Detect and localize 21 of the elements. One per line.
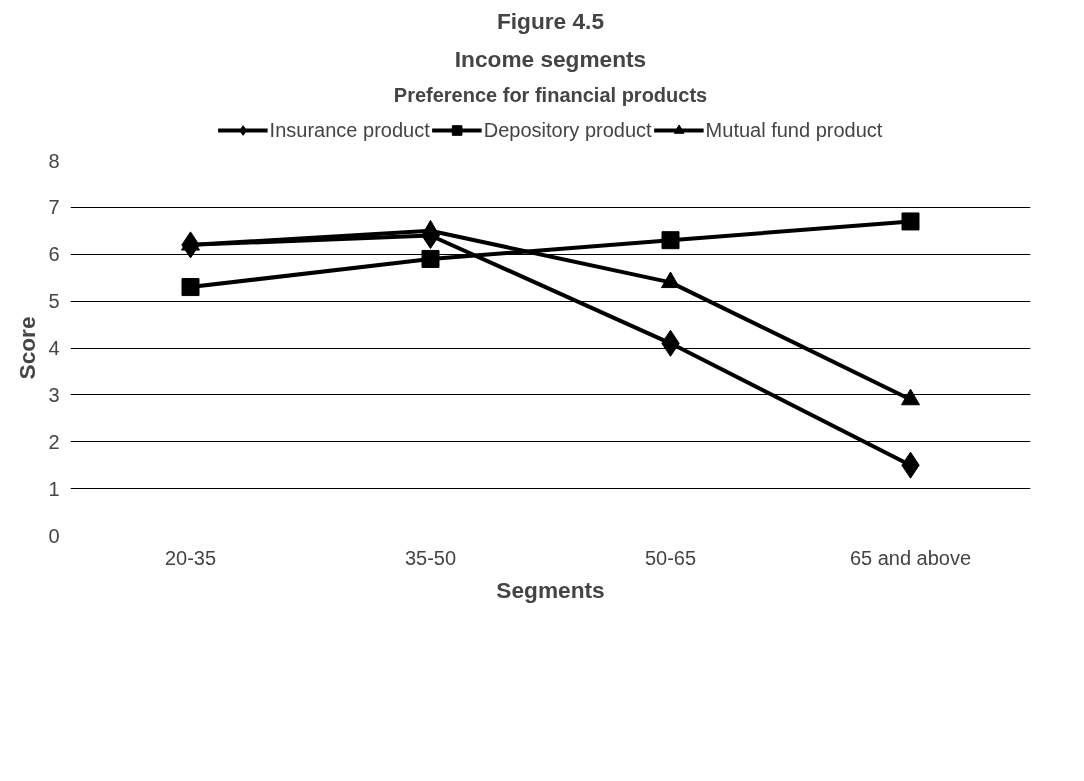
- y-tick-label: 4: [48, 337, 60, 359]
- y-tick-label: 3: [48, 383, 60, 406]
- y-axis-title: Score: [14, 316, 41, 380]
- y-tick-label: 7: [48, 196, 60, 219]
- legend-label: Depository product: [483, 118, 652, 142]
- x-tick-label: 50-65: [644, 546, 697, 569]
- legend-label: Insurance product: [269, 118, 430, 142]
- text: Preference for financial products: [393, 83, 708, 106]
- y-tick-label: 6: [48, 243, 60, 266]
- x-tick-label: 65 and above: [849, 546, 972, 569]
- x-axis-title: Segments: [496, 576, 605, 603]
- x-tick-label: 35-50: [404, 546, 457, 569]
- y-tick-label: 8: [48, 149, 60, 172]
- y-tick-label: 5: [48, 290, 60, 313]
- y-tick-label: 0: [48, 524, 60, 547]
- y-tick-label: 2: [48, 430, 60, 453]
- legend-label: Mutual fund product: [705, 118, 883, 142]
- chart-subtitle: Income segments: [454, 45, 647, 72]
- chart-title: Figure 4.5: [496, 7, 605, 34]
- x-tick-label: 20-35: [164, 546, 217, 569]
- y-tick-label: 1: [48, 477, 60, 500]
